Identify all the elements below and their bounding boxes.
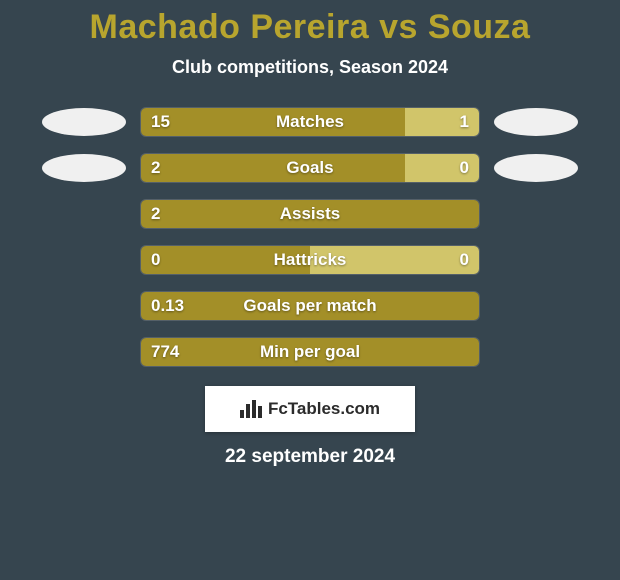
player-left-oval	[42, 108, 126, 136]
spacer	[42, 246, 126, 274]
brand-text: FcTables.com	[268, 399, 380, 419]
stat-row: Hattricks00	[10, 244, 610, 276]
bar-segment-left	[141, 246, 310, 274]
bar-segment-right	[405, 154, 479, 182]
spacer	[42, 338, 126, 366]
stat-row: Assists2	[10, 198, 610, 230]
page-title: Machado Pereira vs Souza	[0, 8, 620, 47]
stat-row: Goals20	[10, 152, 610, 184]
stat-row: Min per goal774	[10, 336, 610, 368]
date-stamp: 22 september 2024	[0, 446, 620, 468]
spacer	[42, 292, 126, 320]
stat-row: Matches151	[10, 106, 610, 138]
stat-bar: Goals per match0.13	[140, 291, 480, 321]
comparison-card: Machado Pereira vs Souza Club competitio…	[0, 0, 620, 468]
logo-bar	[246, 404, 250, 418]
spacer	[494, 246, 578, 274]
stat-bar: Min per goal774	[140, 337, 480, 367]
stat-bar: Assists2	[140, 199, 480, 229]
bar-segment-left	[141, 108, 405, 136]
page-subtitle: Club competitions, Season 2024	[0, 57, 620, 78]
stat-bar: Goals20	[140, 153, 480, 183]
bar-segment-left	[141, 154, 405, 182]
player-right-oval	[494, 154, 578, 182]
bar-segment-left	[141, 338, 479, 366]
branding-badge: FcTables.com	[205, 386, 415, 432]
bar-segment-left	[141, 292, 479, 320]
stat-bar: Matches151	[140, 107, 480, 137]
brand-logo-icon	[240, 400, 262, 418]
bar-segment-right	[310, 246, 479, 274]
player-left-oval	[42, 154, 126, 182]
stat-bar: Hattricks00	[140, 245, 480, 275]
spacer	[494, 200, 578, 228]
logo-bar	[258, 406, 262, 418]
bar-segment-right	[405, 108, 479, 136]
spacer	[42, 200, 126, 228]
bar-segment-left	[141, 200, 479, 228]
stats-rows: Matches151 Goals20 Assists2 Hattricks00 Goal…	[0, 106, 620, 368]
logo-bar	[252, 400, 256, 418]
spacer	[494, 338, 578, 366]
logo-bar	[240, 410, 244, 418]
stat-row: Goals per match0.13	[10, 290, 610, 322]
player-right-oval	[494, 108, 578, 136]
spacer	[494, 292, 578, 320]
